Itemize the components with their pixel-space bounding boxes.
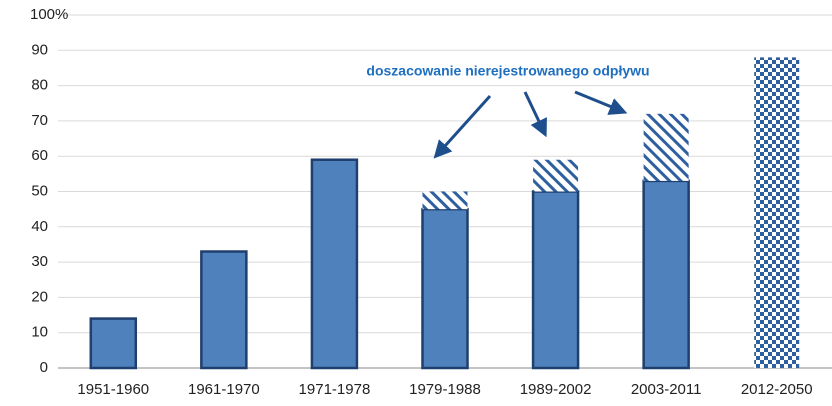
bars	[89, 57, 800, 370]
bar-segment	[310, 158, 359, 370]
arrow	[523, 91, 547, 138]
arrow	[574, 90, 628, 115]
x-tick-label: 1989-2002	[520, 381, 592, 398]
bar-segment	[643, 113, 689, 181]
y-tick-label: 0	[40, 359, 48, 376]
y-tick-label: 70	[31, 112, 48, 129]
y-tick-label: 100%	[30, 6, 68, 23]
x-tick-label: 1961-1970	[188, 381, 260, 398]
bar-segment	[421, 207, 469, 370]
y-tick-label: 10	[31, 324, 48, 341]
x-tick-label: 1971-1978	[299, 381, 371, 398]
bar-segment	[642, 179, 690, 370]
x-tick-label: 1979-1988	[409, 381, 481, 398]
arrows	[433, 90, 628, 159]
bar-segment	[754, 57, 800, 369]
y-tick-label: 50	[31, 182, 48, 199]
y-tick-label: 20	[31, 288, 48, 305]
y-tick-label: 90	[31, 41, 48, 58]
y-tick-label: 60	[31, 147, 48, 164]
bar-segment	[531, 190, 580, 370]
y-tick-label: 80	[31, 77, 48, 94]
x-tick-label: 1951-1960	[77, 381, 149, 398]
x-tick-label: 2003-2011	[631, 381, 702, 398]
bar-segment	[533, 159, 579, 192]
y-tick-label: 30	[31, 253, 48, 270]
x-tick-label: 2012-2050	[741, 381, 813, 398]
bar-segment	[422, 191, 468, 210]
arrow	[433, 94, 492, 159]
bar-segment	[200, 250, 248, 370]
bar-segment	[89, 317, 138, 370]
y-tick-label: 40	[31, 218, 48, 235]
annotation: doszacowanie nierejestrowanego odpływu	[366, 63, 649, 79]
